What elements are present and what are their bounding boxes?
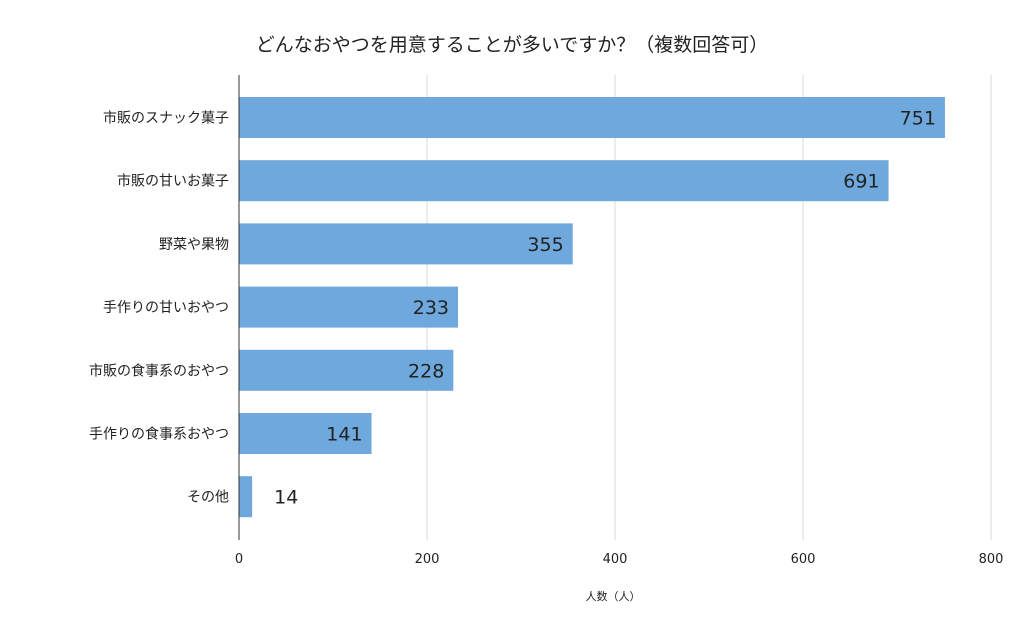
bar bbox=[239, 97, 945, 138]
category-label: その他 bbox=[187, 490, 229, 506]
category-label: 市販の食事系のおやつ bbox=[89, 362, 229, 379]
category-label: 手作りの食事系おやつ bbox=[89, 426, 229, 443]
category-label: 市販のスナック菓子 bbox=[103, 110, 229, 127]
bar bbox=[239, 223, 573, 265]
value-label: 14 bbox=[274, 487, 298, 509]
bars bbox=[239, 97, 945, 518]
x-tick-label: 0 bbox=[235, 552, 243, 567]
value-label: 141 bbox=[326, 424, 362, 446]
bar bbox=[239, 413, 372, 454]
category-label: 市販の甘いお菓子 bbox=[117, 173, 229, 190]
value-label: 691 bbox=[843, 171, 879, 193]
value-label: 355 bbox=[527, 234, 563, 256]
bar bbox=[239, 476, 253, 518]
value-label: 228 bbox=[408, 360, 444, 382]
value-label: 751 bbox=[900, 108, 936, 130]
x-axis-title: 人数（人） bbox=[586, 590, 641, 603]
category-label: 野菜や果物 bbox=[159, 237, 229, 253]
x-tick-label: 800 bbox=[979, 552, 1004, 567]
category-label: 手作りの甘いおやつ bbox=[103, 300, 229, 316]
value-label: 233 bbox=[413, 297, 449, 319]
x-tick-label: 400 bbox=[603, 552, 628, 567]
labels: 0 200 400 600 800 市販のスナック菓子 751 市販の甘いお菓子 691 野菜や果… bbox=[89, 108, 1003, 568]
x-tick-label: 200 bbox=[415, 552, 440, 567]
bar bbox=[239, 286, 459, 328]
chart-title: どんなおやつを用意することが多いですか？（複数回答可） bbox=[255, 34, 769, 56]
x-tick-label: 600 bbox=[791, 552, 816, 567]
grid-lines bbox=[426, 75, 992, 540]
bar bbox=[239, 349, 454, 391]
bar bbox=[239, 160, 889, 202]
